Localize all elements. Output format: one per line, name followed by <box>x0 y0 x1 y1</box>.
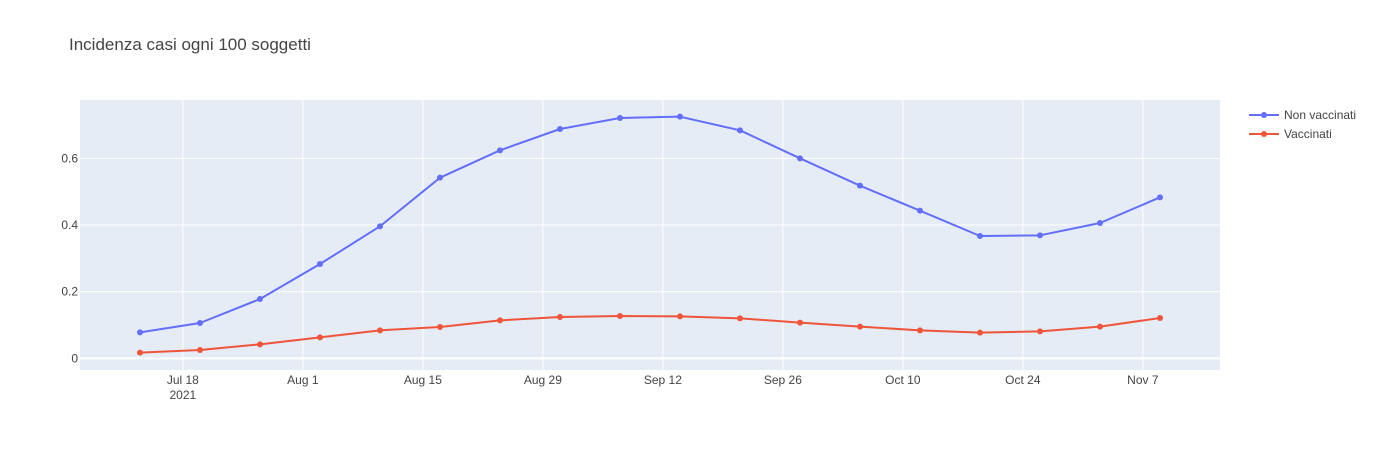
data-point-vaccinati <box>737 315 743 322</box>
data-point-non-vaccinati <box>557 126 563 132</box>
y-tick-label: 0 <box>71 351 78 365</box>
x-tick-label: Sep 12 <box>644 373 682 387</box>
data-point-vaccinati <box>977 329 983 336</box>
data-point-vaccinati <box>1097 323 1103 330</box>
series-line-non-vaccinati <box>139 115 1161 334</box>
x-tick-label: Oct 24 <box>1005 373 1041 387</box>
data-point-vaccinati <box>617 313 623 319</box>
data-point-vaccinati <box>917 327 923 334</box>
data-point-vaccinati <box>497 317 503 324</box>
data-point-vaccinati <box>1157 315 1163 321</box>
legend[interactable]: Non vaccinati Vaccinati <box>1249 108 1356 141</box>
data-point-vaccinati <box>257 341 263 348</box>
series-line-vaccinati <box>139 315 1161 354</box>
legend-marker-non-vaccinati <box>1261 112 1267 118</box>
data-point-vaccinati <box>557 314 563 320</box>
data-point-non-vaccinati <box>797 155 803 162</box>
data-point-non-vaccinati <box>137 329 143 336</box>
grid-lines <box>80 100 1220 370</box>
data-point-non-vaccinati <box>977 233 983 239</box>
chart-title: Incidenza casi ogni 100 soggetti <box>69 35 311 54</box>
legend-label-non-vaccinati: Non vaccinati <box>1284 108 1356 122</box>
x-tick-label: Aug 1 <box>287 373 319 387</box>
x-tick-label: Aug 15 <box>404 373 442 387</box>
plot-background <box>80 100 1220 370</box>
data-point-non-vaccinati <box>377 223 383 230</box>
data-point-vaccinati <box>797 319 803 326</box>
data-point-non-vaccinati <box>1097 220 1103 226</box>
legend-label-vaccinati: Vaccinati <box>1284 127 1332 141</box>
x-tick-label: Jul 18 <box>167 373 199 387</box>
legend-item-non-vaccinati[interactable]: Non vaccinati <box>1249 108 1356 122</box>
x-tick-label: Nov 7 <box>1127 373 1159 387</box>
data-point-non-vaccinati <box>857 182 863 189</box>
series-vaccinati <box>137 313 1163 356</box>
data-point-vaccinati <box>857 323 863 330</box>
data-point-non-vaccinati <box>617 115 623 121</box>
series-non-vaccinati <box>137 113 1163 336</box>
data-point-non-vaccinati <box>677 113 683 120</box>
data-point-vaccinati <box>437 324 443 330</box>
legend-item-vaccinati[interactable]: Vaccinati <box>1249 127 1332 141</box>
series-layer <box>137 113 1163 356</box>
x-tick-label: Oct 10 <box>885 373 921 387</box>
data-point-vaccinati <box>1037 328 1043 335</box>
data-point-vaccinati <box>137 349 143 356</box>
data-point-non-vaccinati <box>497 147 503 154</box>
legend-marker-vaccinati <box>1261 131 1267 137</box>
x-tick-label: Sep 26 <box>764 373 802 387</box>
y-tick-label: 0.4 <box>61 218 78 232</box>
data-point-vaccinati <box>677 313 683 320</box>
y-tick-label: 0.6 <box>61 151 78 165</box>
data-point-vaccinati <box>377 327 383 334</box>
data-point-non-vaccinati <box>437 174 443 181</box>
y-tick-label: 0.2 <box>61 285 78 299</box>
x-tick-label: Aug 29 <box>524 373 562 387</box>
data-point-non-vaccinati <box>197 320 203 326</box>
data-point-non-vaccinati <box>1037 232 1043 239</box>
data-point-non-vaccinati <box>737 127 743 134</box>
data-point-non-vaccinati <box>257 296 263 302</box>
data-point-non-vaccinati <box>1157 194 1163 201</box>
data-point-non-vaccinati <box>317 261 323 267</box>
data-point-vaccinati <box>197 347 203 353</box>
data-point-vaccinati <box>317 334 323 341</box>
x-tick-sublabel: 2021 <box>170 388 197 402</box>
data-point-non-vaccinati <box>917 207 923 214</box>
